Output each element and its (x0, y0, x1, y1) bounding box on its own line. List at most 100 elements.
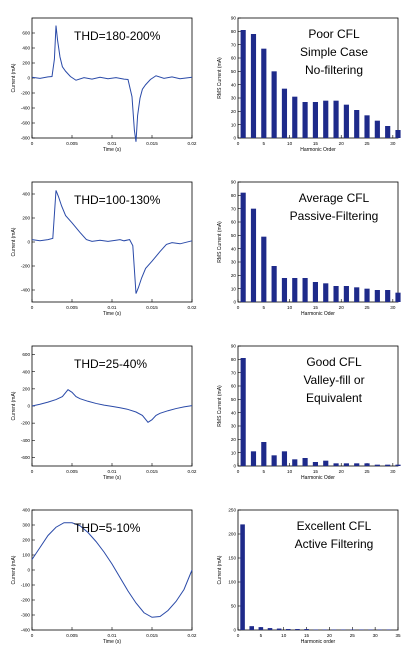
y-tick-label: 300 (22, 523, 30, 528)
current-waveform-line (31, 25, 193, 142)
harmonic-bar (385, 126, 391, 138)
y-tick-label: 250 (228, 508, 236, 513)
x-tick-label: 0.005 (66, 469, 78, 474)
y-tick-label: 90 (231, 180, 237, 185)
cfl-annotation-line: Excellent CFL (297, 519, 372, 533)
x-tick-label: 20 (327, 633, 333, 638)
y-tick-label: 20 (231, 109, 237, 114)
y-tick-label: 0 (27, 240, 30, 245)
current-waveform-line (31, 190, 193, 294)
y-axis-label: Current (mA) (11, 555, 17, 584)
y-tick-label: 90 (231, 16, 237, 21)
harmonic-bar (281, 88, 288, 138)
x-tick-label: 0 (237, 305, 240, 310)
x-tick-label: 0.005 (66, 305, 78, 310)
harmonic-bar (249, 626, 254, 630)
harmonic-bar (395, 130, 401, 138)
y-tick-label: 400 (22, 369, 30, 374)
cfl-annotation-line: Simple Case (300, 45, 368, 59)
x-tick-label: 0 (31, 469, 34, 474)
harmonic-bar (250, 208, 257, 302)
x-axis-label: Time (s) (103, 639, 121, 645)
y-tick-label: -200 (21, 264, 31, 269)
x-axis-label: Time (s) (103, 311, 121, 317)
y-tick-label: 600 (22, 31, 30, 36)
y-tick-label: 10 (231, 450, 237, 455)
harmonic-bar (354, 287, 360, 302)
harmonic-bar (354, 110, 360, 138)
plot-frame (31, 509, 193, 631)
harmonic-bar (292, 96, 298, 138)
x-tick-label: 10 (287, 469, 293, 474)
y-tick-label: 40 (231, 82, 237, 87)
x-tick-label: 30 (373, 633, 379, 638)
thd-annotation: THD=100-130% (74, 193, 161, 207)
harmonic-bar (295, 629, 300, 630)
x-tick-label: 5 (263, 469, 266, 474)
x-tick-label: 25 (350, 633, 356, 638)
waveform-chart-4 (31, 509, 193, 631)
harmonic-bar (276, 628, 282, 630)
y-tick-label: -200 (21, 91, 31, 96)
harmonic-chart-3 (237, 345, 401, 467)
harmonic-bar (271, 71, 277, 138)
cfl-annotation-line: Equivalent (306, 391, 363, 405)
harmonic-bar (395, 464, 401, 466)
y-tick-label: 0 (233, 136, 236, 141)
plot-frame (31, 181, 193, 303)
y-tick-label: 10 (231, 286, 237, 291)
x-tick-label: 0 (31, 305, 34, 310)
y-tick-label: 0 (233, 464, 236, 469)
y-tick-label: 50 (231, 397, 237, 402)
y-tick-label: -400 (21, 288, 31, 293)
x-tick-label: 10 (287, 305, 293, 310)
y-tick-label: 50 (231, 233, 237, 238)
y-tick-label: 70 (231, 42, 237, 47)
harmonic-bar (364, 115, 370, 138)
y-tick-label: 40 (231, 410, 237, 415)
y-tick-label: 20 (231, 437, 237, 442)
x-tick-label: 30 (390, 141, 396, 146)
y-axis-label: Current (mA) (217, 555, 223, 584)
x-tick-label: 0 (31, 633, 34, 638)
x-tick-label: 0.02 (188, 633, 197, 638)
harmonic-bar (240, 524, 245, 630)
y-axis-label: RMS Current (mA) (217, 221, 223, 263)
y-tick-label: 30 (231, 260, 237, 265)
y-tick-label: 70 (231, 370, 237, 375)
x-tick-label: 0.02 (188, 469, 197, 474)
y-tick-label: -200 (21, 421, 31, 426)
x-tick-label: 35 (395, 633, 401, 638)
y-tick-label: 100 (22, 553, 30, 558)
harmonic-chart-2 (237, 181, 401, 303)
y-axis-label: Current (mA) (11, 63, 17, 92)
y-tick-label: 0 (27, 76, 30, 81)
harmonic-bar (261, 48, 267, 138)
y-tick-label: 200 (22, 216, 30, 221)
x-tick-label: 0 (31, 141, 34, 146)
y-tick-label: -600 (21, 121, 31, 126)
y-tick-label: 80 (231, 193, 237, 198)
x-tick-label: 25 (364, 305, 370, 310)
y-tick-label: 400 (22, 508, 30, 513)
y-tick-label: -200 (21, 598, 31, 603)
harmonic-bar (271, 266, 277, 302)
harmonic-bar (302, 278, 308, 302)
x-axis-label: Harmonic Oder (301, 475, 335, 481)
harmonic-bar (304, 629, 309, 630)
x-tick-label: 0.015 (146, 305, 158, 310)
y-tick-label: 600 (22, 352, 30, 357)
x-tick-label: 0.015 (146, 469, 158, 474)
x-tick-label: 10 (281, 633, 287, 638)
harmonic-bar (333, 100, 339, 138)
x-tick-label: 0.01 (108, 141, 117, 146)
harmonic-bar (281, 278, 288, 302)
thd-annotation: THD=5-10% (74, 521, 141, 535)
harmonic-bar (312, 462, 318, 466)
harmonic-bar (261, 236, 267, 302)
harmonic-bar (343, 104, 349, 138)
y-tick-label: -400 (21, 628, 31, 633)
x-tick-label: 20 (339, 305, 345, 310)
harmonic-bar (261, 442, 267, 466)
